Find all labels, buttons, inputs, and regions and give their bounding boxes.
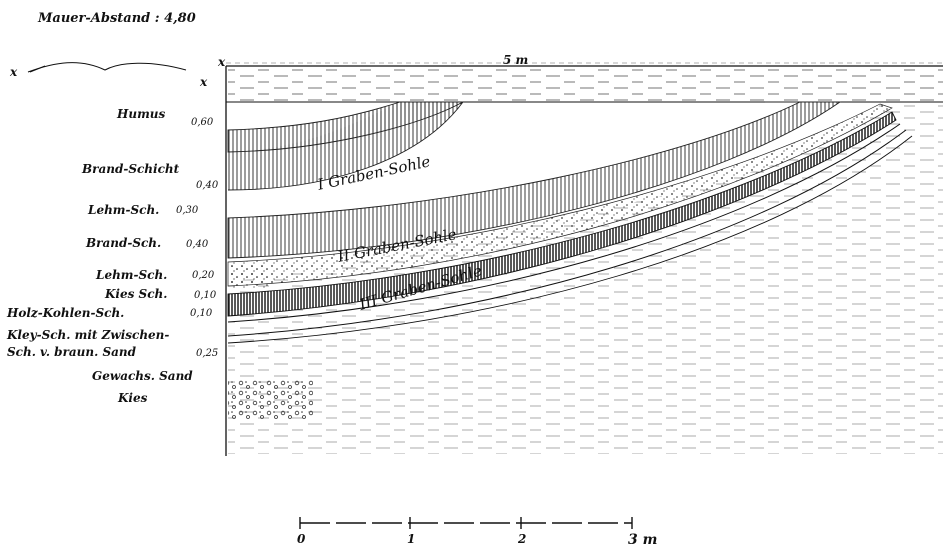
layer-name: Brand-Schicht bbox=[82, 162, 180, 176]
layer-name: Gewachs. Sand bbox=[92, 369, 193, 383]
corner-mark-top: x bbox=[218, 55, 226, 69]
layer-thickness: 0,40 bbox=[186, 239, 209, 250]
layer-thickness: 0,60 bbox=[191, 117, 214, 128]
scale-bar bbox=[299, 517, 633, 529]
layer-thickness: 0,30 bbox=[176, 205, 199, 216]
layer-name: Kies bbox=[118, 391, 148, 405]
holzkohlen-band bbox=[227, 111, 897, 317]
layer-thickness: 0,10 bbox=[194, 290, 217, 301]
layer-thickness: 0,25 bbox=[196, 348, 219, 359]
layer-name: Humus bbox=[117, 107, 166, 121]
wall-distance-title: Mauer-Abstand : 4,80 bbox=[38, 11, 196, 26]
lehm-dotted-band bbox=[227, 103, 893, 287]
brand-sch-band bbox=[227, 101, 842, 259]
scale-tick-label: 2 bbox=[518, 532, 527, 546]
layer-thickness: 0,40 bbox=[196, 180, 219, 191]
scale-tick-label: 0 bbox=[297, 532, 306, 546]
layer-name: Kley-Sch. mit Zwischen- bbox=[7, 328, 170, 342]
layer-thickness: 0,10 bbox=[190, 308, 213, 319]
top-measure-label: 5 m bbox=[503, 53, 529, 67]
layer-thickness: 0,20 bbox=[192, 270, 215, 281]
layer-name: Lehm-Sch. bbox=[88, 203, 160, 217]
layer-name: Kies Sch. bbox=[105, 287, 168, 301]
corner-mark-left: x bbox=[10, 65, 18, 79]
layer-name: Holz-Kohlen-Sch. bbox=[7, 306, 125, 320]
wall-top-curve bbox=[27, 62, 187, 73]
layer-name: Lehm-Sch. bbox=[96, 268, 168, 282]
corner-mark-middle: x bbox=[200, 75, 208, 89]
scale-tick-label: 3 m bbox=[628, 532, 658, 548]
layer-name: Sch. v. braun. Sand bbox=[7, 345, 137, 359]
scale-tick-label: 1 bbox=[407, 532, 416, 546]
layer-name: Brand-Sch. bbox=[86, 236, 162, 250]
